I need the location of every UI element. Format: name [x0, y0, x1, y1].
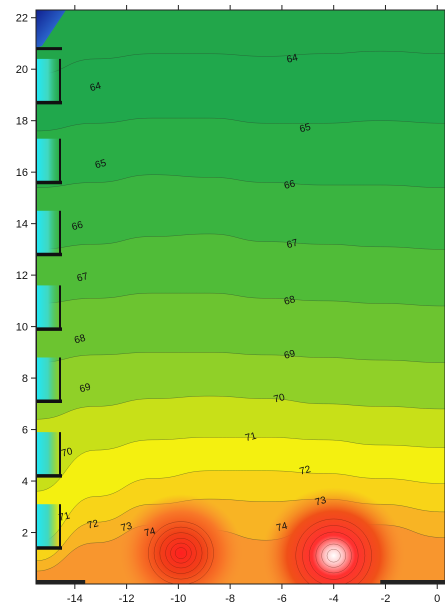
y-tick-label: 6: [22, 425, 28, 437]
hotspot-ring: [308, 531, 359, 580]
x-tick-label: -12: [119, 593, 135, 605]
x-tick-label: -10: [170, 593, 186, 605]
contour-label-68: 68: [73, 333, 87, 347]
contour-label-70: 70: [60, 446, 74, 460]
vent-cold-region: [36, 357, 60, 402]
contour-label-70: 70: [273, 392, 287, 406]
contour-label-66: 66: [71, 219, 85, 233]
contour-label-73: 73: [314, 495, 328, 509]
x-tick-label: -4: [329, 593, 339, 605]
y-tick-label: 2: [22, 528, 28, 540]
contour-labels: 64 64 65 65 66 66 67 67 68 68 69 69 70 70 71 71 72 72 73 73…: [58, 52, 328, 539]
wall-features: [36, 10, 445, 584]
contour-label-64: 64: [89, 80, 103, 94]
hotspot-ring: [174, 547, 187, 559]
hotspot-ring: [295, 518, 372, 584]
contour-label-73: 73: [120, 521, 134, 535]
vent-cold-region: [36, 138, 60, 183]
contour-label-66: 66: [283, 178, 297, 192]
x-tick-label: -8: [225, 593, 235, 605]
hotspot-ring: [315, 538, 352, 574]
y-tick-label: 22: [16, 13, 28, 25]
contour-label-72: 72: [298, 464, 312, 478]
contour-label-74: 74: [143, 526, 157, 540]
y-tick-label: 20: [16, 64, 28, 76]
contour-label-72: 72: [86, 518, 100, 532]
hotspot-2: [261, 487, 406, 584]
contour-label-67: 67: [76, 271, 90, 285]
y-tick-label: 18: [16, 116, 28, 128]
y-tick-label: 14: [16, 219, 28, 231]
y-tick-label: 12: [16, 270, 28, 282]
hotspot-ring: [302, 525, 366, 584]
hotspot-ring: [153, 526, 209, 580]
contour-label-71: 71: [58, 510, 72, 524]
x-tick-label: -2: [381, 593, 391, 605]
floor-segment-right: [380, 580, 445, 584]
contour-label-67: 67: [286, 238, 300, 252]
y-tick-label: 4: [22, 476, 28, 488]
y-tick-labels: 2 4 6 8 10 12 14 16 18 20 22: [16, 13, 28, 540]
hotspot-1: [118, 494, 243, 584]
contour-label-71: 71: [244, 431, 258, 445]
y-tick-label: 16: [16, 167, 28, 179]
contour-label-65: 65: [94, 158, 108, 172]
hotspot-ring: [326, 548, 341, 563]
hotspot-ring: [170, 542, 192, 564]
contour-label-64: 64: [286, 52, 300, 66]
contour-label-69: 69: [78, 382, 92, 396]
hotspot-ring: [148, 521, 214, 584]
contour-label-69: 69: [283, 348, 297, 362]
axis-ticks: [31, 5, 438, 589]
vent-cold-region: [36, 432, 60, 476]
x-tick-label: -14: [67, 593, 83, 605]
x-tick-label: 0: [434, 593, 440, 605]
y-tick-label: 8: [22, 373, 28, 385]
contour-label-74: 74: [275, 521, 289, 535]
plot-frame: [35, 9, 445, 585]
hotspot-ring: [165, 537, 197, 569]
hotspots: [118, 487, 406, 584]
floor-segment-left: [36, 580, 86, 584]
vent-cold-region: [36, 58, 60, 103]
x-tick-label: -6: [277, 593, 287, 605]
x-tick-labels: -14 -12 -10 -8 -6 -4 -2 0: [67, 593, 440, 605]
contour-label-68: 68: [283, 294, 297, 308]
vent-cold-region: [36, 504, 60, 548]
hotspot-ring: [159, 532, 203, 574]
contour-label-65: 65: [298, 122, 312, 136]
corner-cold-region: [36, 10, 66, 48]
y-tick-label: 10: [16, 322, 28, 334]
vent-cold-region: [36, 285, 60, 330]
hotspot-ring: [321, 543, 346, 568]
vent-cold-region: [36, 210, 60, 255]
contour-bands: [36, 50, 445, 584]
